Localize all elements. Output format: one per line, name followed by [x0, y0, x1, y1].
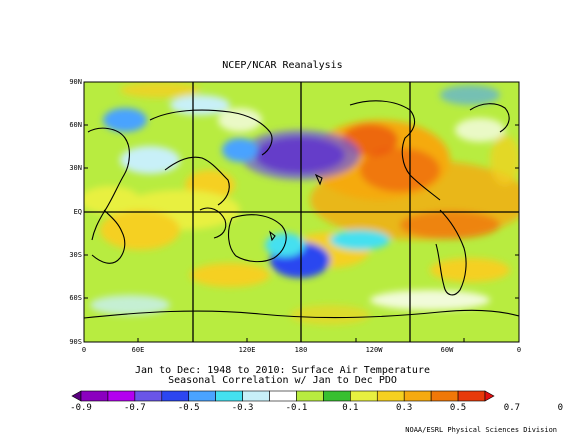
lat-label-30s: 30S: [69, 251, 82, 259]
colorbar-tick-label: -0.1: [285, 403, 308, 413]
colorbar: [71, 390, 495, 402]
credit-text: NOAA/ESRL Physical Sciences Division: [405, 426, 557, 434]
map-frame: [83, 81, 520, 343]
coastlines: [84, 100, 519, 319]
colorbar-swatch: [323, 390, 351, 402]
colorbar-swatch: [457, 390, 486, 402]
lon-label-120e: 120E: [238, 346, 256, 354]
colorbar-swatch: [215, 390, 243, 402]
grid-lines: [84, 82, 519, 342]
colorbar-swatch: [350, 390, 378, 402]
lon-label-0-east: 0: [516, 346, 522, 354]
colorbar-swatch: [80, 390, 109, 402]
lon-label-180: 180: [294, 346, 308, 354]
colorbar-tick-label: -0.9: [70, 403, 92, 413]
caption-line-1: Jan to Dec: 1948 to 2010: Surface Air Te…: [134, 365, 430, 376]
lon-label-120w: 120W: [365, 346, 383, 354]
colorbar-swatch: [403, 390, 432, 402]
colorbar-tick-label: -0.3: [231, 403, 254, 413]
colorbar-swatch: [242, 390, 270, 402]
colorbar-swatch: [134, 390, 163, 402]
colorbar-swatch: [484, 390, 495, 402]
colorbar-tick-label: -0.5: [177, 403, 200, 413]
lon-label-60e: 60E: [131, 346, 145, 354]
colorbar-swatch: [188, 390, 216, 402]
map-title: NCEP/NCAR Reanalysis: [222, 60, 343, 71]
lat-label-90s: 90S: [69, 338, 82, 346]
colorbar-swatch: [296, 390, 324, 402]
colorbar-tick-label: 0.5: [449, 403, 467, 413]
lat-label-90n: 90N: [69, 78, 82, 86]
colorbar-tick-label: -0.7: [124, 403, 146, 413]
colorbar-swatch: [71, 390, 82, 402]
colorbar-swatch: [269, 390, 297, 402]
colorbar-tick-label: 0.9: [557, 403, 565, 413]
lat-label-60n: 60N: [69, 121, 82, 129]
lat-label-60s: 60S: [69, 294, 82, 302]
lon-label-0: 0: [81, 346, 87, 354]
colorbar-swatch: [430, 390, 459, 402]
lat-label-30n: 30N: [69, 164, 82, 172]
colorbar-swatch: [107, 390, 136, 402]
colorbar-tick-label: 0.7: [503, 403, 521, 413]
colorbar-tick-label: 0.3: [396, 403, 413, 413]
lat-label-eq: EQ: [73, 208, 82, 216]
caption-line-2: Seasonal Correlation w/ Jan to Dec PDO: [168, 375, 397, 386]
colorbar-swatch: [161, 390, 190, 402]
colorbar-tick-label: 0.1: [342, 403, 359, 413]
colorbar-swatch: [376, 390, 405, 402]
lon-label-60w: 60W: [440, 346, 454, 354]
